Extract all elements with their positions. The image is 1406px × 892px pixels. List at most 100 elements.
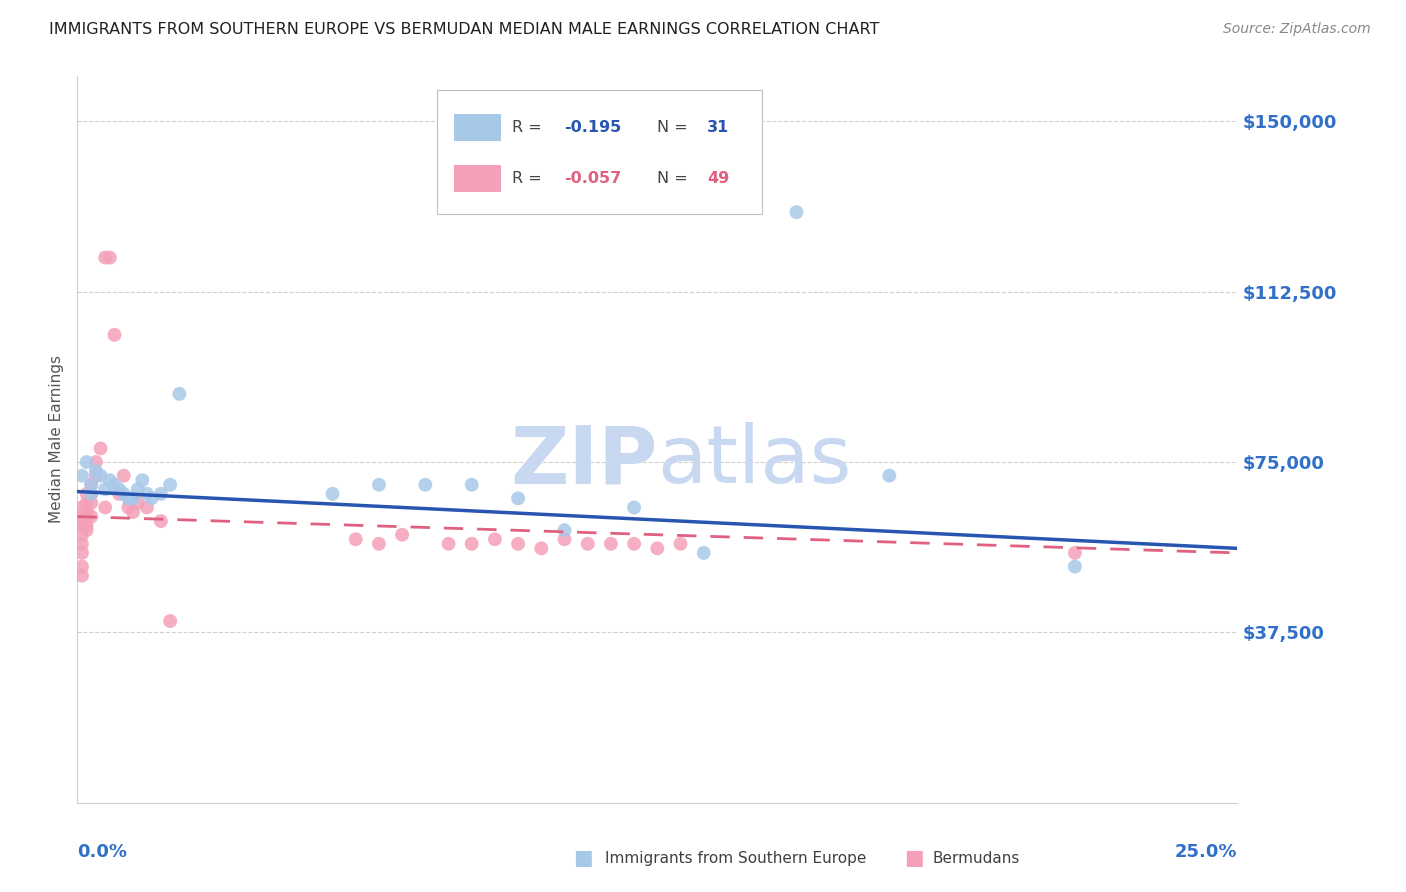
Point — [112, 468, 135, 483]
Point — [437, 537, 460, 551]
Point — [90, 442, 111, 456]
Text: N =: N = — [658, 171, 688, 186]
Point — [76, 509, 98, 524]
Point — [149, 487, 172, 501]
Point — [149, 514, 172, 528]
Point — [108, 487, 131, 501]
Text: IMMIGRANTS FROM SOUTHERN EUROPE VS BERMUDAN MEDIAN MALE EARNINGS CORRELATION CHA: IMMIGRANTS FROM SOUTHERN EUROPE VS BERMU… — [49, 22, 880, 37]
Point — [647, 541, 669, 556]
Point — [80, 487, 103, 501]
Point — [76, 505, 98, 519]
Text: 49: 49 — [707, 171, 730, 186]
Point — [159, 477, 181, 491]
Point — [785, 205, 807, 219]
Point — [623, 500, 645, 515]
Point — [484, 533, 506, 547]
Point — [70, 568, 93, 582]
Point — [76, 518, 98, 533]
Point — [80, 496, 103, 510]
Text: ZIP: ZIP — [510, 422, 658, 500]
Point — [159, 614, 181, 628]
Text: ■: ■ — [574, 848, 593, 868]
Point — [131, 473, 153, 487]
Point — [70, 527, 93, 541]
Point — [70, 537, 93, 551]
Point — [321, 487, 344, 501]
Point — [600, 537, 623, 551]
Point — [127, 483, 149, 497]
Point — [70, 559, 93, 574]
Y-axis label: Median Male Earnings: Median Male Earnings — [49, 355, 65, 524]
Point — [530, 541, 553, 556]
Point — [368, 477, 391, 491]
Point — [141, 491, 163, 506]
Point — [76, 455, 98, 469]
Point — [368, 537, 391, 551]
Point — [70, 468, 93, 483]
Point — [554, 533, 576, 547]
Point — [122, 505, 145, 519]
Point — [1063, 546, 1085, 560]
Text: 0.0%: 0.0% — [77, 843, 128, 861]
Point — [98, 473, 121, 487]
Point — [103, 477, 125, 491]
Point — [693, 546, 716, 560]
Point — [84, 468, 107, 483]
Point — [576, 537, 599, 551]
Text: Source: ZipAtlas.com: Source: ZipAtlas.com — [1223, 22, 1371, 37]
Point — [80, 487, 103, 501]
Text: R =: R = — [512, 120, 543, 135]
Point — [461, 477, 484, 491]
Point — [112, 487, 135, 501]
Point — [90, 468, 111, 483]
Point — [127, 496, 149, 510]
Point — [76, 487, 98, 501]
Point — [135, 487, 157, 501]
Point — [461, 537, 484, 551]
Point — [554, 523, 576, 537]
Text: N =: N = — [658, 120, 688, 135]
Point — [877, 468, 901, 483]
Point — [94, 500, 117, 515]
Text: ■: ■ — [904, 848, 924, 868]
FancyBboxPatch shape — [454, 113, 501, 141]
Point — [70, 514, 93, 528]
Text: atlas: atlas — [658, 422, 852, 500]
Text: R =: R = — [512, 171, 543, 186]
Point — [117, 500, 139, 515]
Point — [84, 464, 107, 478]
Point — [413, 477, 436, 491]
FancyBboxPatch shape — [454, 164, 501, 192]
Point — [84, 455, 107, 469]
Point — [506, 537, 529, 551]
Point — [94, 483, 117, 497]
Point — [344, 533, 367, 547]
Point — [391, 527, 413, 541]
Point — [70, 509, 93, 524]
Text: 31: 31 — [707, 120, 730, 135]
Point — [122, 491, 145, 506]
Point — [94, 251, 117, 265]
Text: Bermudans: Bermudans — [932, 851, 1019, 865]
Point — [70, 518, 93, 533]
Point — [117, 491, 139, 506]
Point — [108, 483, 131, 497]
FancyBboxPatch shape — [437, 90, 762, 214]
Text: -0.057: -0.057 — [565, 171, 621, 186]
Point — [169, 387, 191, 401]
Text: Immigrants from Southern Europe: Immigrants from Southern Europe — [605, 851, 866, 865]
Point — [1063, 559, 1085, 574]
Point — [70, 546, 93, 560]
Point — [98, 251, 121, 265]
Text: -0.195: -0.195 — [565, 120, 621, 135]
Point — [70, 500, 93, 515]
Point — [506, 491, 529, 506]
Point — [76, 523, 98, 537]
Text: 25.0%: 25.0% — [1175, 843, 1237, 861]
Point — [76, 496, 98, 510]
Point — [80, 477, 103, 491]
Point — [80, 509, 103, 524]
Point — [80, 477, 103, 491]
Point — [669, 537, 692, 551]
Point — [135, 500, 157, 515]
